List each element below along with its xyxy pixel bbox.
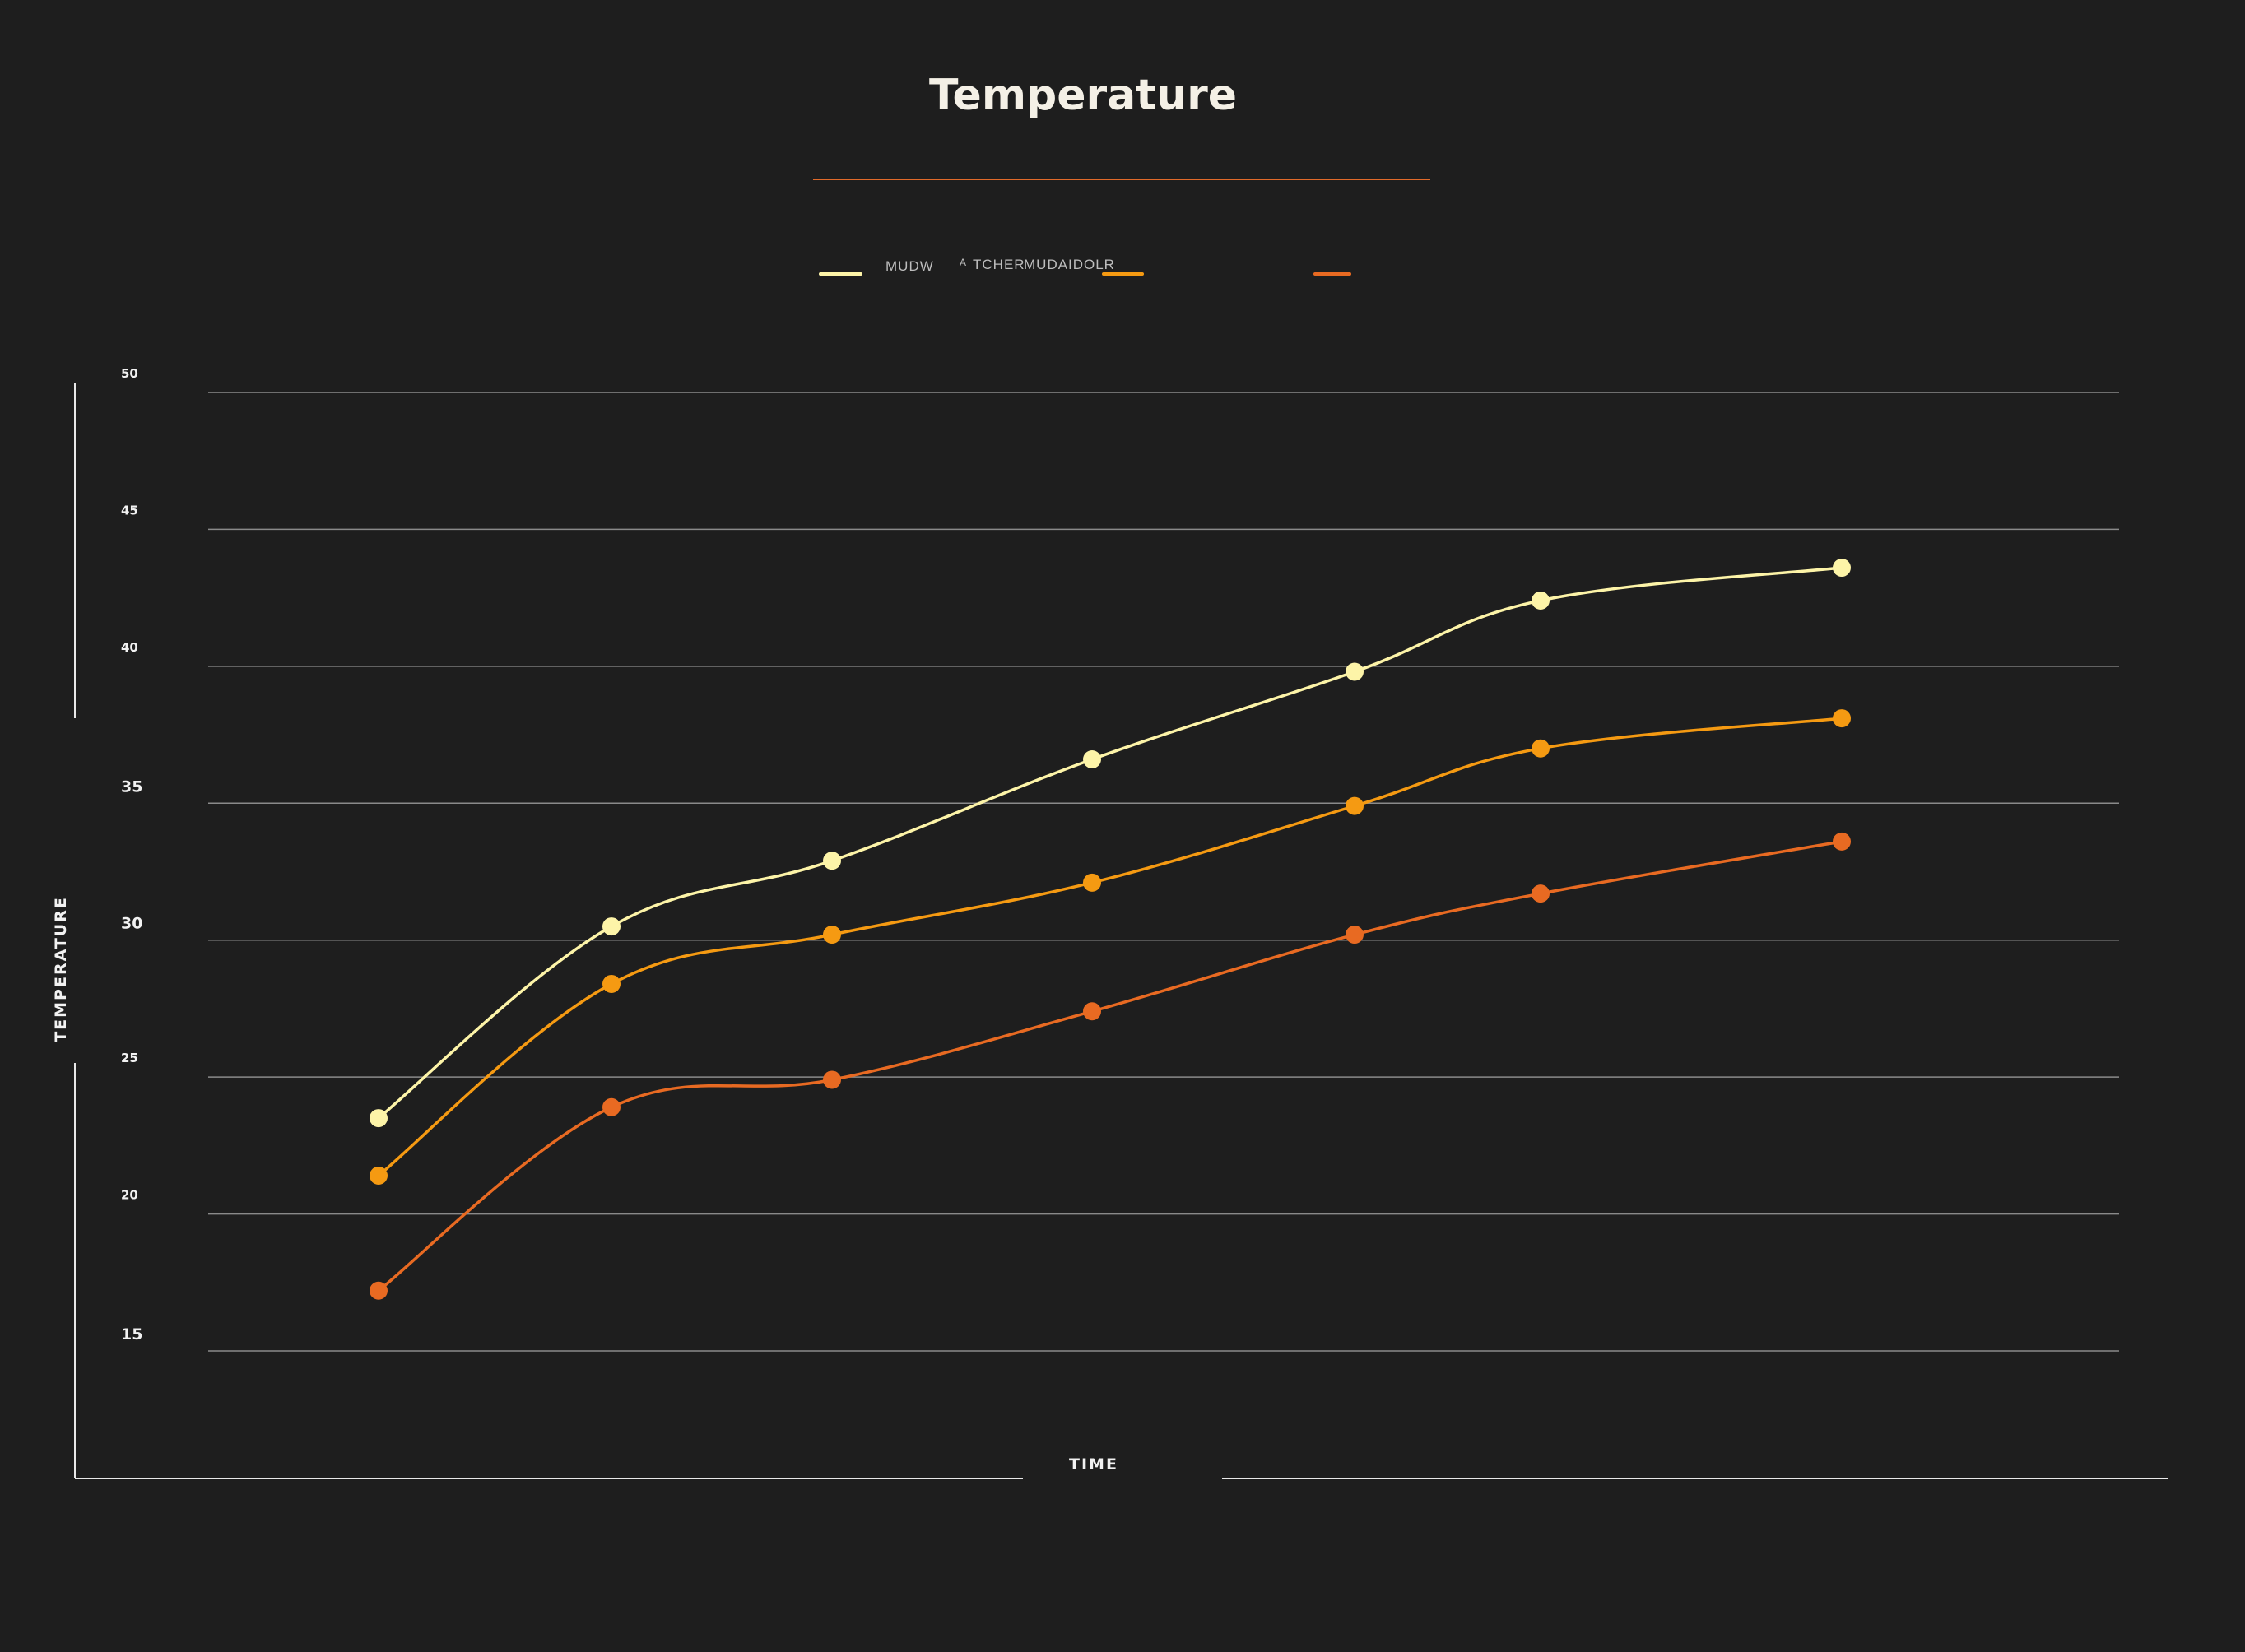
- series-layer: [370, 559, 1851, 1300]
- legend: MUDW A TCHER MUDAID OLR: [819, 257, 1351, 276]
- y-tick-label-45: 45: [121, 503, 138, 517]
- series-1-point-4: [1083, 750, 1101, 769]
- series-3-point-4: [1083, 1002, 1101, 1021]
- series-line-1: [377, 566, 1843, 1120]
- series-2-point-2: [602, 974, 621, 993]
- series-1-point-7: [1833, 559, 1851, 578]
- series-3-point-7: [1833, 832, 1851, 851]
- series-1-point-1: [370, 1109, 388, 1128]
- series-1-point-6: [1532, 591, 1550, 610]
- y-tick-label-35: 35: [121, 777, 142, 796]
- y-tick-label-15: 15: [121, 1325, 142, 1343]
- y-tick-label-30: 30: [121, 915, 142, 933]
- legend-text-4: MUDAID: [1024, 257, 1084, 272]
- series-2-point-6: [1532, 739, 1550, 758]
- series-line-3: [377, 840, 1843, 1292]
- legend-text-3: TCHER: [973, 257, 1025, 272]
- y-tick-label-20: 20: [121, 1188, 138, 1203]
- series-3-point-1: [370, 1281, 388, 1300]
- series-2-point-5: [1346, 796, 1364, 815]
- series-3-point-6: [1532, 884, 1550, 903]
- series-2-point-7: [1833, 709, 1851, 728]
- series-line-2: [377, 717, 1843, 1177]
- series-2-point-1: [370, 1166, 388, 1185]
- y-tick-label-50: 50: [121, 366, 138, 381]
- gridlines: [208, 392, 2119, 1352]
- series-2-point-3: [823, 926, 841, 944]
- legend-text-5: OLR: [1084, 257, 1115, 272]
- series-3-point-2: [602, 1097, 621, 1116]
- series-1-point-5: [1346, 662, 1364, 681]
- x-axis-label: TIME: [1069, 1455, 1118, 1473]
- series-3-point-5: [1346, 926, 1364, 944]
- y-tick-labels: 50 45 40 35 30 25 20 15: [121, 366, 142, 1343]
- series-1-point-2: [602, 917, 621, 936]
- series-3-point-3: [823, 1070, 841, 1089]
- series-1-point-3: [823, 852, 841, 870]
- y-axis-label: TEMPERATURE: [52, 896, 70, 1042]
- y-tick-label-40: 40: [121, 640, 138, 655]
- axes: [74, 383, 2168, 1479]
- series-2-point-4: [1083, 873, 1101, 892]
- y-tick-label-25: 25: [121, 1051, 138, 1065]
- legend-text-1: MUDW: [885, 258, 934, 274]
- legend-text-2: A: [960, 257, 967, 268]
- chart-title: Temperature: [929, 71, 1237, 120]
